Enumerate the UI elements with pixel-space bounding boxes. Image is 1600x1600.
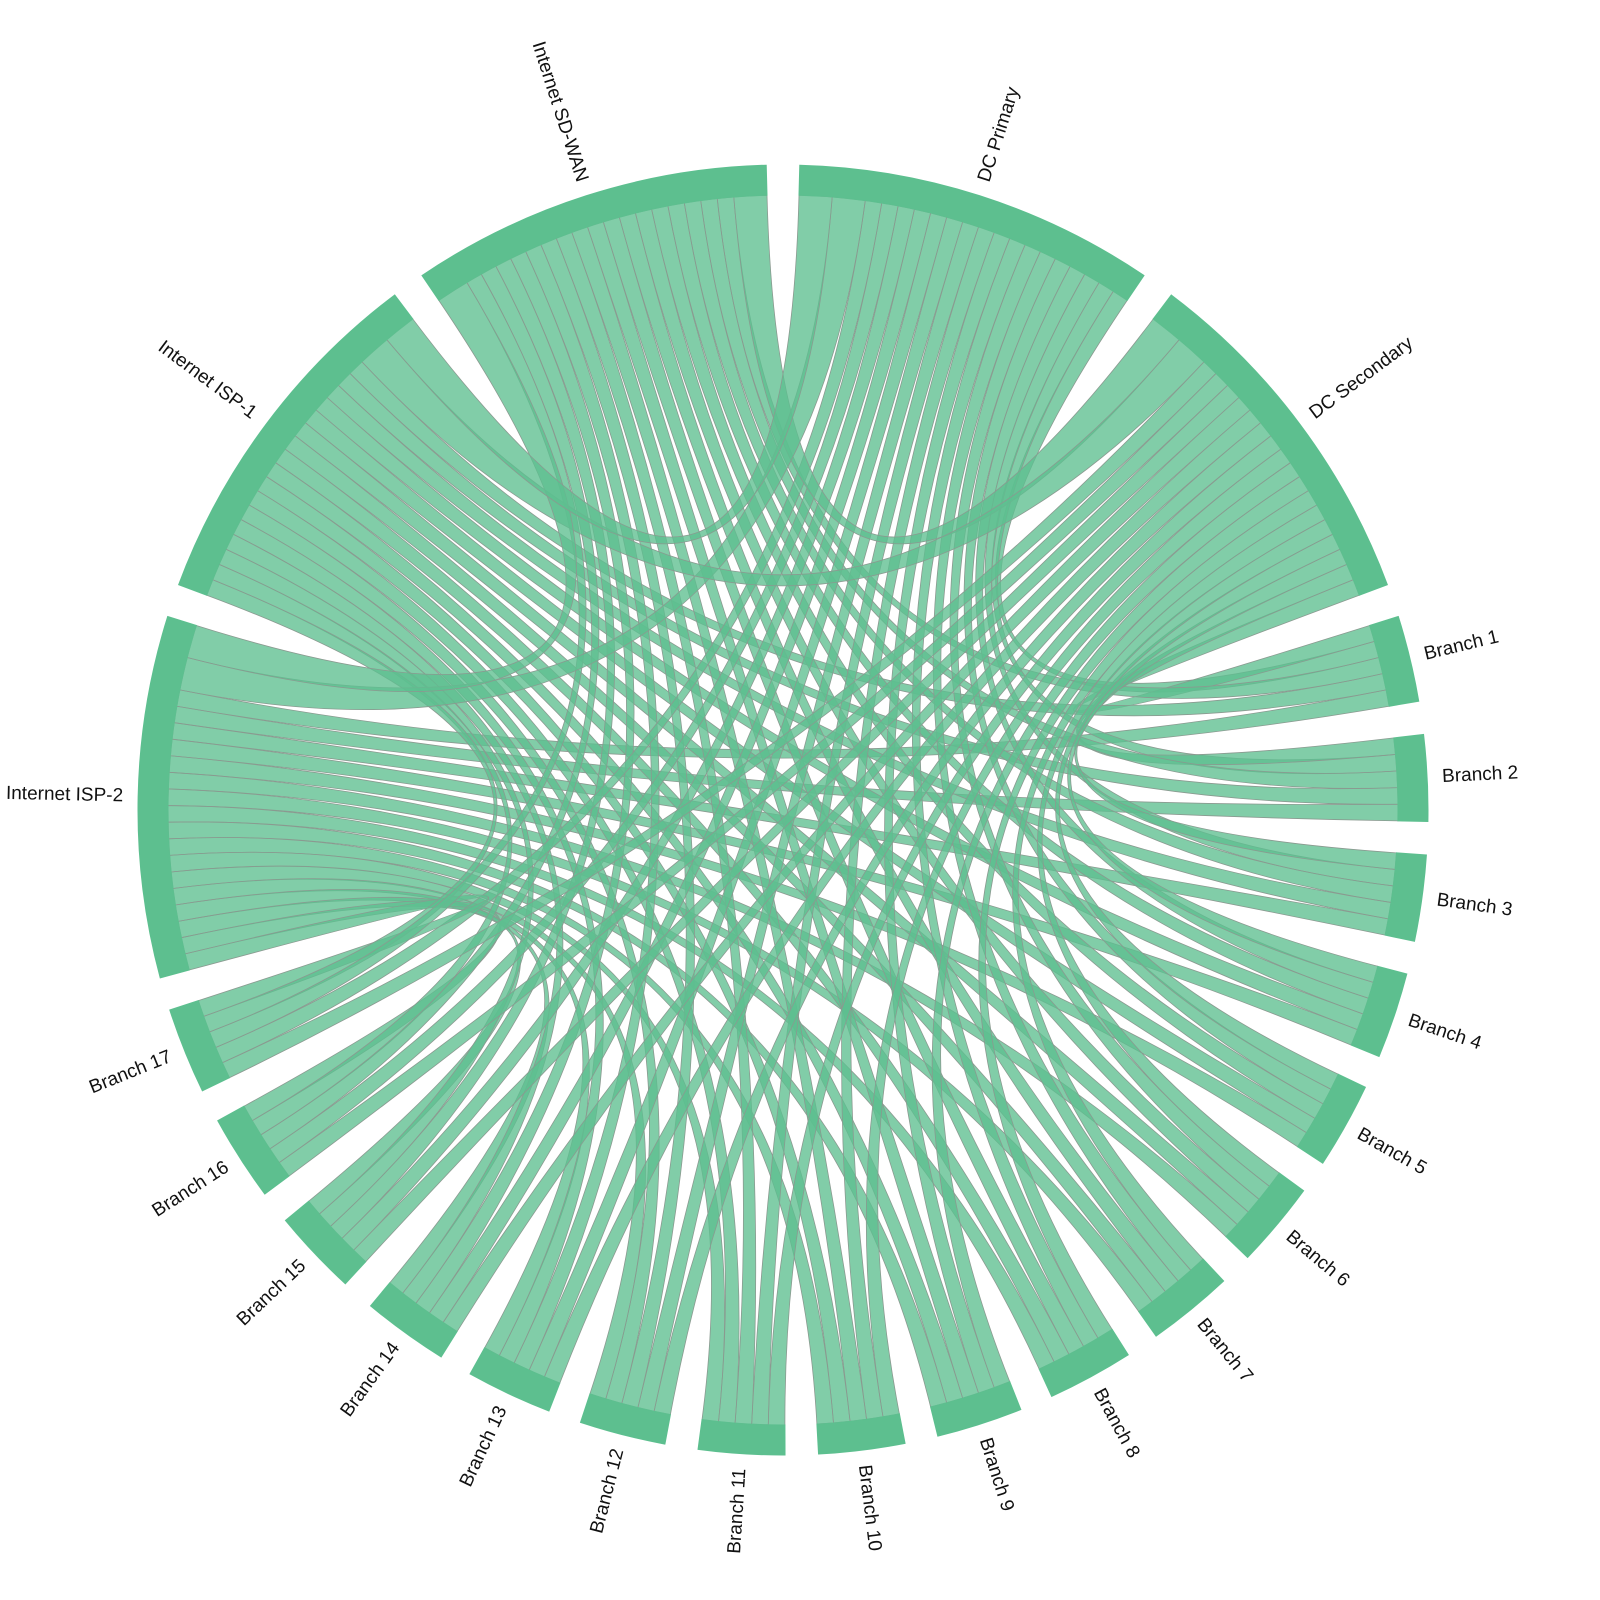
node-label: Branch 12 bbox=[586, 1446, 628, 1535]
node-label: Branch 15 bbox=[233, 1255, 310, 1330]
ribbons bbox=[167, 194, 1399, 1426]
group-arc bbox=[930, 1381, 1022, 1437]
group-arc bbox=[1138, 1258, 1225, 1337]
node-label: Branch 2 bbox=[1442, 762, 1519, 787]
group-arc bbox=[284, 1200, 367, 1285]
group-arc bbox=[1225, 1172, 1305, 1259]
node-label: DC Primary bbox=[974, 84, 1024, 184]
group-arc bbox=[697, 1419, 786, 1456]
node-label: Branch 7 bbox=[1193, 1314, 1257, 1386]
group-arc bbox=[177, 294, 414, 596]
group-arc bbox=[1369, 615, 1420, 707]
node-label: Branch 5 bbox=[1354, 1124, 1431, 1180]
group-arc bbox=[1384, 852, 1427, 942]
node-label: Branch 17 bbox=[86, 1046, 174, 1098]
group-arc bbox=[169, 1000, 231, 1092]
group-arc bbox=[1152, 294, 1389, 596]
node-label: Branch 10 bbox=[854, 1464, 885, 1553]
node-label: Branch 9 bbox=[975, 1435, 1018, 1514]
node-label: Internet SD-WAN bbox=[528, 39, 593, 185]
node-label: Internet ISP-2 bbox=[6, 783, 124, 806]
group-arc bbox=[217, 1105, 290, 1195]
group-arc bbox=[816, 1413, 906, 1455]
ribbon bbox=[186, 281, 577, 693]
node-label: Branch 8 bbox=[1089, 1385, 1144, 1462]
group-arc bbox=[1296, 1073, 1367, 1164]
node-label: Branch 13 bbox=[456, 1403, 512, 1490]
group-arc bbox=[421, 164, 768, 302]
node-label: Branch 14 bbox=[337, 1338, 405, 1421]
group-arc bbox=[1350, 965, 1408, 1058]
node-label: Branch 11 bbox=[724, 1468, 750, 1554]
group-arc bbox=[469, 1347, 561, 1412]
group-arc bbox=[579, 1393, 672, 1445]
group-arc bbox=[798, 164, 1145, 302]
node-label: DC Secondary bbox=[1306, 332, 1418, 423]
group-arc bbox=[137, 615, 197, 979]
node-label: Branch 3 bbox=[1435, 889, 1513, 920]
node-label: Internet ISP-1 bbox=[154, 337, 261, 424]
group-arc bbox=[1038, 1328, 1129, 1398]
group-arc bbox=[369, 1282, 458, 1358]
group-arc bbox=[1393, 733, 1429, 822]
node-label: Branch 4 bbox=[1405, 1010, 1484, 1054]
node-label: Branch 1 bbox=[1422, 626, 1501, 664]
node-label: Branch 16 bbox=[149, 1157, 233, 1221]
node-label: Branch 6 bbox=[1282, 1226, 1354, 1291]
